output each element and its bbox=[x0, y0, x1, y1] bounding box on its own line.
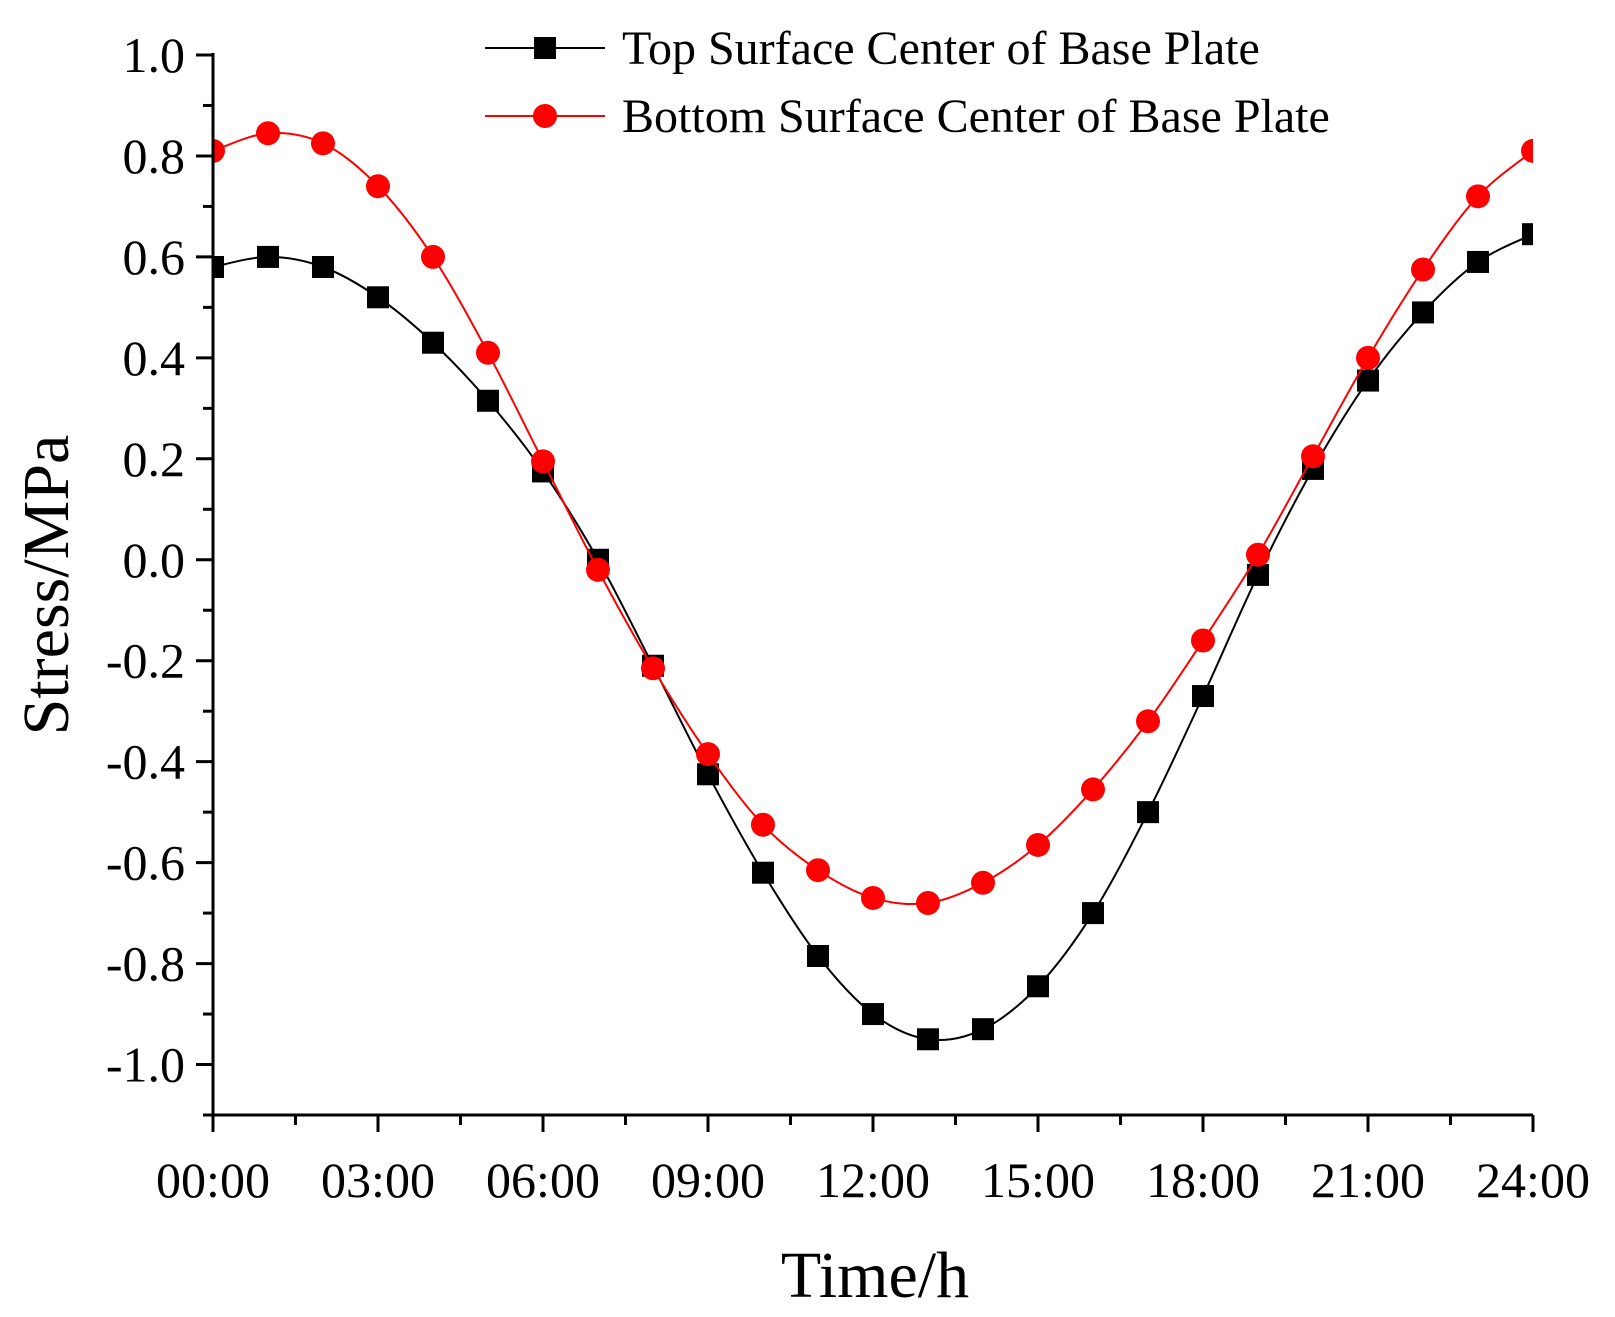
series-1-point bbox=[972, 1018, 994, 1041]
series-1-point bbox=[1412, 301, 1434, 324]
legend-marker bbox=[534, 37, 556, 59]
series-1-point bbox=[1192, 685, 1214, 708]
series-1-point bbox=[1467, 250, 1489, 273]
series-1-point bbox=[1082, 902, 1104, 925]
y-axis-title: Stress/MPa bbox=[10, 435, 83, 736]
y-tick-label: 0.6 bbox=[123, 229, 186, 285]
y-tick-label: -1.0 bbox=[106, 1037, 185, 1093]
series-2 bbox=[213, 121, 1533, 915]
series-2-point bbox=[751, 812, 775, 837]
series-1-point bbox=[862, 1003, 884, 1026]
x-tick-label: 06:00 bbox=[486, 1152, 600, 1208]
legend-marker bbox=[533, 104, 557, 128]
x-tick-label: 00:00 bbox=[156, 1152, 270, 1208]
x-tick-label: 24:00 bbox=[1476, 1152, 1590, 1208]
y-tick-label: 1.0 bbox=[123, 27, 186, 83]
y-tick-label: -0.6 bbox=[106, 835, 185, 891]
series-1-point bbox=[1357, 369, 1379, 392]
x-tick-label: 12:00 bbox=[816, 1152, 930, 1208]
series-2-point bbox=[1136, 709, 1160, 734]
y-tick-label: -0.2 bbox=[106, 633, 185, 689]
axes-layer bbox=[211, 53, 1533, 1117]
x-tick-label: 03:00 bbox=[321, 1152, 435, 1208]
x-tick-label: 21:00 bbox=[1311, 1152, 1425, 1208]
series-1-point bbox=[367, 286, 389, 309]
series-1-point bbox=[312, 256, 334, 278]
series-1-point bbox=[697, 763, 719, 786]
y-tick-label: 0.4 bbox=[123, 330, 186, 386]
series-2-point bbox=[1246, 542, 1270, 567]
series-2-point bbox=[256, 121, 280, 146]
series-2-point bbox=[971, 870, 995, 895]
y-tick-label: -0.8 bbox=[106, 936, 185, 992]
series-1-point bbox=[917, 1028, 939, 1051]
series-1-point bbox=[807, 945, 829, 967]
series-2-point bbox=[696, 742, 720, 767]
y-tick-label: -0.4 bbox=[106, 734, 185, 790]
series-layer bbox=[213, 121, 1533, 1051]
y-tick-label: 0.0 bbox=[123, 532, 186, 588]
series-2-point bbox=[806, 858, 830, 883]
series-2-point bbox=[916, 891, 940, 915]
series-1 bbox=[213, 223, 1533, 1051]
series-2-point bbox=[1466, 184, 1490, 209]
series-2-point bbox=[476, 340, 500, 365]
series-2-line bbox=[213, 131, 1533, 906]
series-2-point bbox=[213, 138, 225, 163]
series-2-point bbox=[1521, 138, 1533, 163]
series-2-point bbox=[311, 131, 335, 156]
series-1-point bbox=[752, 861, 774, 884]
x-tick-label: 15:00 bbox=[981, 1152, 1095, 1208]
series-2-point bbox=[1081, 777, 1105, 802]
legend-label: Top Surface Center of Base Plate bbox=[622, 22, 1260, 75]
series-2-point bbox=[531, 449, 555, 474]
legend-entry-2: Bottom Surface Center of Base Plate bbox=[485, 90, 1330, 143]
series-2-point bbox=[1191, 628, 1215, 653]
series-2-point bbox=[1411, 257, 1435, 282]
y-tick-label: 0.2 bbox=[123, 431, 186, 487]
series-2-point bbox=[1301, 444, 1325, 469]
series-1-point bbox=[213, 256, 224, 278]
series-1-point bbox=[422, 331, 444, 354]
tick-layer: 1.0 0.8 0.6 0.4 0.2 0.0 -0.2 -0.4 -0.6 -0.8 -1.0 00… bbox=[106, 27, 1590, 1208]
series-1-line bbox=[213, 233, 1533, 1042]
series-1-point bbox=[1137, 801, 1159, 824]
y-tick-label: 0.8 bbox=[123, 128, 186, 184]
series-2-point bbox=[421, 244, 445, 269]
series-2-point bbox=[861, 885, 885, 910]
series-1-point bbox=[1247, 563, 1269, 586]
x-tick-label: 09:00 bbox=[651, 1152, 765, 1208]
x-tick-label: 18:00 bbox=[1146, 1152, 1260, 1208]
series-1-point bbox=[257, 245, 279, 268]
series-2-point bbox=[366, 174, 390, 199]
series-2-point bbox=[641, 656, 665, 681]
x-axis-title: Time/h bbox=[781, 1239, 969, 1312]
series-2-point bbox=[1026, 832, 1050, 857]
series-1-point bbox=[477, 389, 499, 412]
series-1-point bbox=[1027, 975, 1049, 998]
series-2-point bbox=[1356, 345, 1380, 370]
legend-label: Bottom Surface Center of Base Plate bbox=[622, 90, 1330, 143]
series-1-point bbox=[1522, 223, 1533, 246]
legend-entry-1: Top Surface Center of Base Plate bbox=[485, 22, 1260, 75]
legend: Top Surface Center of Base Plate Bottom S… bbox=[485, 22, 1330, 143]
series-2-point bbox=[586, 557, 610, 582]
